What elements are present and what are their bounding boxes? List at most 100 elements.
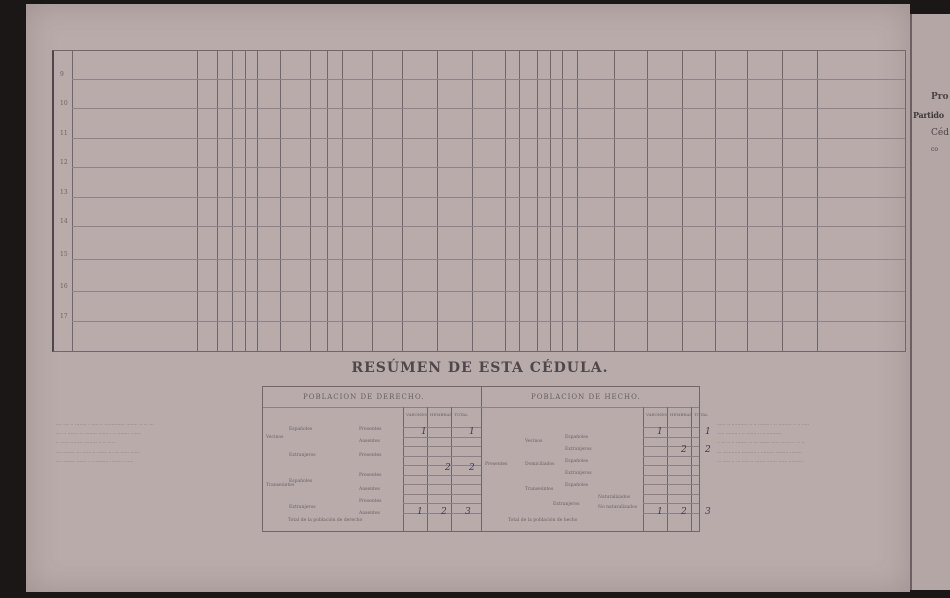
hecho-row-label: Españoles — [565, 483, 589, 488]
hecho-row-label: Españoles — [565, 459, 589, 464]
derecho-row-label: Españoles — [289, 479, 313, 484]
derecho-row-label: Extranjeros — [289, 453, 316, 458]
right-page-text: co — [931, 146, 938, 153]
hecho-row-label: Vecinos — [525, 439, 543, 444]
grid-column-line — [245, 51, 246, 351]
total-label: Total de la población de derecho — [288, 518, 363, 523]
handwritten-total: 1 — [417, 507, 423, 517]
handwritten-entry: 2 — [705, 445, 711, 455]
row-line — [403, 512, 481, 514]
hecho-row-label: Naturalizados — [598, 495, 630, 500]
derecho-row-label: Vecinos — [266, 435, 284, 440]
hecho-row-label: Transeúntes — [525, 487, 554, 492]
handwritten-entry: 1 — [421, 427, 427, 437]
handwritten-total: 3 — [465, 507, 471, 517]
derecho-row-label: Españoles — [289, 427, 313, 432]
column-header: HEMBRAS — [670, 412, 693, 417]
derecho-row-label: Presentes — [359, 453, 382, 458]
derecho-row-label: Ausentes — [359, 511, 380, 516]
row-line — [403, 484, 481, 485]
row-line — [643, 455, 699, 457]
grid-column-line — [647, 51, 648, 351]
row-line — [643, 503, 699, 504]
grid-column-line — [437, 51, 438, 351]
row-number: 9 — [60, 71, 64, 78]
handwritten-entry: 1 — [469, 427, 475, 437]
grid-column-line — [682, 51, 683, 351]
row-number: 11 — [60, 130, 68, 137]
hecho-row-label: Extranjeros — [553, 502, 580, 507]
column-line — [643, 407, 644, 531]
hecho-row-label: Españoles — [565, 435, 589, 440]
hecho-row-label: No naturalizados — [598, 505, 638, 510]
hecho-row-label: Presentes — [485, 462, 508, 467]
row-number: 16 — [60, 283, 68, 290]
row-line — [403, 427, 481, 428]
row-line — [643, 436, 699, 438]
section-divider — [481, 387, 482, 531]
grid-row-line — [72, 321, 905, 322]
grid-row-line — [72, 138, 905, 139]
column-line — [451, 407, 452, 531]
row-line — [403, 455, 481, 457]
row-line — [403, 436, 481, 438]
total-label: Total de la población de hecho — [508, 518, 578, 523]
grid-column-line — [257, 51, 258, 351]
derecho-row-label: Extranjeros — [289, 505, 316, 510]
hecho-row-label: Domiciliados — [525, 462, 555, 467]
column-header: VARONES — [646, 412, 667, 417]
grid-row-line — [72, 108, 905, 109]
hecho-heading: POBLACION DE HECHO. — [531, 393, 641, 401]
derecho-heading: POBLACION DE DERECHO. — [303, 393, 425, 401]
grid-column-line — [550, 51, 551, 351]
row-line — [403, 493, 481, 495]
grid-column-line — [817, 51, 818, 351]
grid-row-line — [72, 167, 905, 168]
row-line — [643, 512, 699, 514]
column-header: VARONES — [406, 412, 427, 417]
column-header: TOTAL — [694, 412, 708, 417]
grid-column-line — [197, 51, 198, 351]
row-line — [403, 503, 481, 504]
grid-column-line — [280, 51, 281, 351]
derecho-row-label: Presentes — [359, 499, 382, 504]
right-page-text: Pro — [931, 92, 949, 102]
row-line — [643, 474, 699, 476]
grid-column-line — [614, 51, 615, 351]
row-line — [403, 446, 481, 447]
grid-column-line — [505, 51, 506, 351]
instructions-right: ······ ·· ··········· ·· ·· ········ · ·… — [717, 423, 809, 465]
column-line — [427, 407, 428, 531]
grid-column-line — [342, 51, 343, 351]
grid-column-line — [372, 51, 373, 351]
column-header: HEMBRAS — [430, 412, 453, 417]
census-grid: 9 10 11 12 13 14 15 16 17 — [52, 50, 906, 352]
derecho-row-label: Presentes — [359, 473, 382, 478]
derecho-row-label: Ausentes — [359, 487, 380, 492]
summary-table: POBLACION DE DERECHO. POBLACION DE HECHO… — [262, 386, 711, 532]
grid-row-line — [72, 79, 905, 80]
grid-column-line — [327, 51, 328, 351]
grid-column-line — [519, 51, 520, 351]
row-number: 12 — [60, 159, 68, 166]
handwritten-total: 1 — [657, 507, 663, 517]
grid-column-line — [472, 51, 473, 351]
handwritten-entry: 2 — [469, 463, 475, 473]
row-number: 14 — [60, 218, 68, 225]
grid-column-line — [715, 51, 716, 351]
derecho-row-label: Transeúntes — [266, 483, 295, 488]
row-line — [403, 465, 481, 466]
column-line — [691, 407, 692, 531]
next-page-edge — [910, 14, 950, 590]
handwritten-total: 2 — [681, 507, 687, 517]
row-number: 17 — [60, 313, 68, 320]
grid-row-line — [72, 291, 905, 292]
right-page-text: Céd — [931, 128, 949, 138]
column-header: TOTAL — [454, 412, 468, 417]
handwritten-entry: 2 — [681, 445, 687, 455]
grid-column-line — [232, 51, 233, 351]
grid-column-line — [747, 51, 748, 351]
derecho-row-label: Presentes — [359, 427, 382, 432]
row-line — [643, 484, 699, 485]
grid-row-line — [72, 197, 905, 198]
